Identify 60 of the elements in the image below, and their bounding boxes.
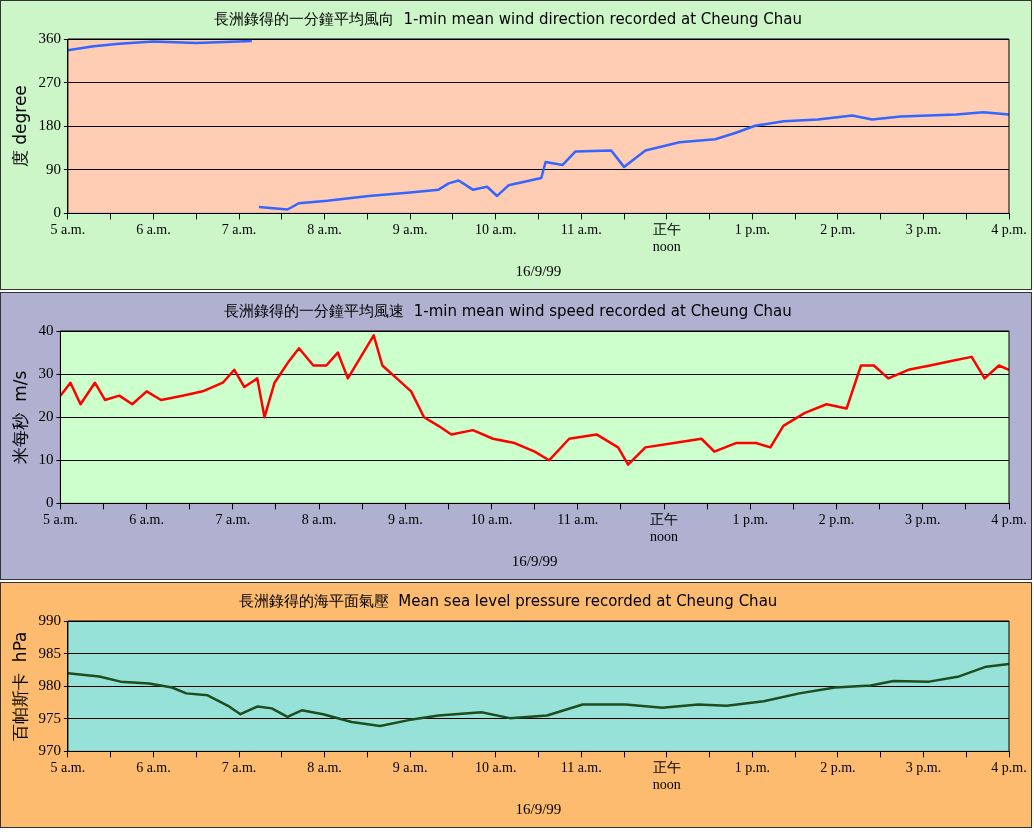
y-tick-label: 10	[38, 451, 54, 468]
y-tick-label: 980	[38, 677, 61, 694]
x-tick-label: 4 p.m.	[991, 222, 1027, 238]
x-tick-label: 7 a.m.	[221, 760, 257, 776]
x-tick-label: 11 a.m.	[560, 222, 602, 238]
x-tick-label: 5 a.m.	[43, 512, 78, 528]
y-axis-title: 米每秒 m/s	[9, 370, 30, 464]
y-tick-label: 30	[38, 365, 54, 382]
x-axis-title: 16/9/99	[511, 552, 558, 569]
x-tick-label: 10 a.m.	[474, 760, 517, 776]
x-tick-label: 6 a.m.	[136, 760, 171, 776]
y-tick-label: 360	[38, 29, 61, 46]
y-tick-label: 40	[38, 321, 54, 338]
x-tick-label: 2 p.m.	[818, 512, 855, 528]
x-tick-label: 10 a.m.	[474, 222, 517, 238]
x-tick-label: 9 a.m.	[392, 760, 428, 776]
x-tick-label: 9 a.m.	[388, 512, 423, 528]
x-tick-label: 6 a.m.	[129, 512, 164, 528]
y-axis-title: 度 degree	[9, 85, 30, 168]
x-tick-label: 2 p.m.	[820, 760, 856, 776]
x-tick-label: 7 a.m.	[215, 512, 251, 528]
x-tick-label: 3 p.m.	[905, 222, 942, 238]
y-tick-label: 970	[38, 742, 61, 759]
y-tick-label: 20	[38, 408, 54, 425]
x-tick-label: 6 a.m.	[136, 222, 171, 238]
y-axis-title: 百帕斯卡 hPa	[9, 631, 30, 741]
y-tick-label: 985	[38, 644, 61, 661]
x-tick-label: 2 p.m.	[820, 222, 856, 238]
x-tick-label: 3 p.m.	[905, 512, 941, 528]
x-tick-label: 9 a.m.	[392, 222, 428, 238]
chart-title: 長洲錄得的一分鐘平均風速 1-min mean wind speed recorded at Cheung Chau	[224, 301, 792, 320]
y-tick-label: 975	[38, 709, 61, 726]
x-tick-label: 5 a.m.	[50, 222, 86, 238]
x-tick-label: 4 p.m.	[991, 760, 1027, 776]
x-tick-label: 10 a.m.	[470, 512, 513, 528]
x-tick-label: 11 a.m.	[557, 512, 599, 528]
y-tick-label: 90	[45, 160, 61, 177]
x-axis-title: 16/9/99	[515, 800, 562, 817]
x-tick-label: 1 p.m.	[732, 512, 768, 528]
x-tick-label: 11 a.m.	[560, 760, 602, 776]
y-tick-label: 990	[38, 611, 61, 628]
x-tick-label: 3 p.m.	[905, 760, 942, 776]
x-tick-label: 正午 noon	[652, 760, 681, 793]
y-tick-label: 270	[38, 73, 61, 90]
x-tick-label: 正午 noon	[652, 222, 681, 255]
x-tick-label: 1 p.m.	[734, 760, 771, 776]
x-axis-title: 16/9/99	[515, 262, 562, 279]
chart-title: 長洲錄得的海平面氣壓 Mean sea level pressure recorded at Cheung Chau	[238, 591, 778, 610]
x-tick-label: 5 a.m.	[50, 760, 86, 776]
y-tick-label: 0	[45, 494, 54, 511]
x-tick-label: 1 p.m.	[734, 222, 771, 238]
x-tick-label: 7 a.m.	[221, 222, 257, 238]
chart-title: 長洲錄得的一分鐘平均風向 1-min mean wind direction recorded at Cheung Chau	[213, 9, 803, 28]
x-tick-label: 4 p.m.	[991, 512, 1027, 528]
y-tick-label: 180	[38, 117, 61, 134]
x-tick-label: 正午 noon	[650, 512, 679, 545]
y-tick-label: 0	[53, 204, 61, 221]
x-tick-label: 8 a.m.	[301, 512, 337, 528]
x-tick-label: 8 a.m.	[307, 222, 342, 238]
x-tick-label: 8 a.m.	[307, 760, 342, 776]
